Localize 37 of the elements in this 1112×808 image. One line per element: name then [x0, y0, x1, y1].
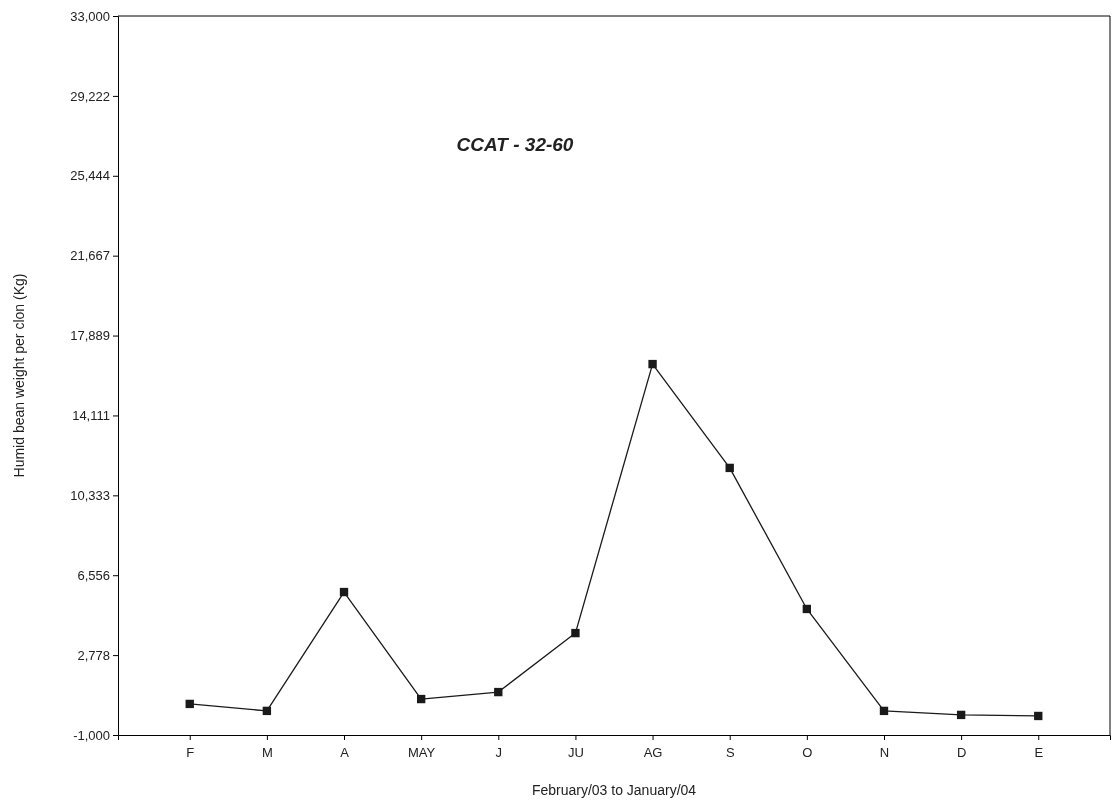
x-tick-label: D: [956, 745, 967, 761]
point: [185, 699, 194, 709]
y-tick-label: 10,333: [70, 488, 110, 503]
y-tick-label: 14,111: [72, 408, 110, 424]
point: [956, 710, 966, 720]
point: [879, 706, 889, 716]
point: [1034, 711, 1043, 721]
y-tick-label: 33,000: [70, 8, 110, 24]
point: [494, 687, 503, 697]
x-axis-title: February/03 to January/04: [531, 782, 697, 798]
point: [802, 604, 812, 614]
y-tick-label: 6,556: [77, 567, 110, 583]
x-tick-label: O: [802, 745, 813, 761]
y-tick-label: 17,889: [70, 328, 110, 344]
point: [571, 628, 580, 638]
x-tick-label: MAY: [408, 745, 436, 761]
x-tick-label: N: [879, 745, 890, 761]
x-tick-label: E: [1034, 745, 1044, 761]
x-tick-label: S: [725, 745, 735, 761]
point: [648, 359, 657, 369]
point: [262, 706, 272, 716]
y-tick-label: 2,778: [77, 647, 110, 663]
x-tick-label: J: [495, 745, 503, 761]
y-tick-label: -1,000: [73, 727, 110, 743]
x-tick-label: M: [261, 745, 273, 761]
y-axis-title: Humid bean weight per clon (Kg): [11, 273, 27, 478]
text: CCAT - 32-60: [456, 134, 574, 155]
x-tick-label: AG: [643, 745, 663, 761]
x-tick-label: F: [186, 745, 195, 761]
y-tick-label: 25,444: [70, 168, 110, 184]
point: [416, 694, 426, 704]
point: [339, 587, 349, 597]
y-tick-label: 21,667: [70, 248, 110, 264]
x-tick-label: A: [340, 745, 350, 761]
point: [725, 463, 734, 473]
x-tick-label: JU: [567, 745, 584, 761]
y-tick-label: 29,222: [70, 88, 110, 104]
